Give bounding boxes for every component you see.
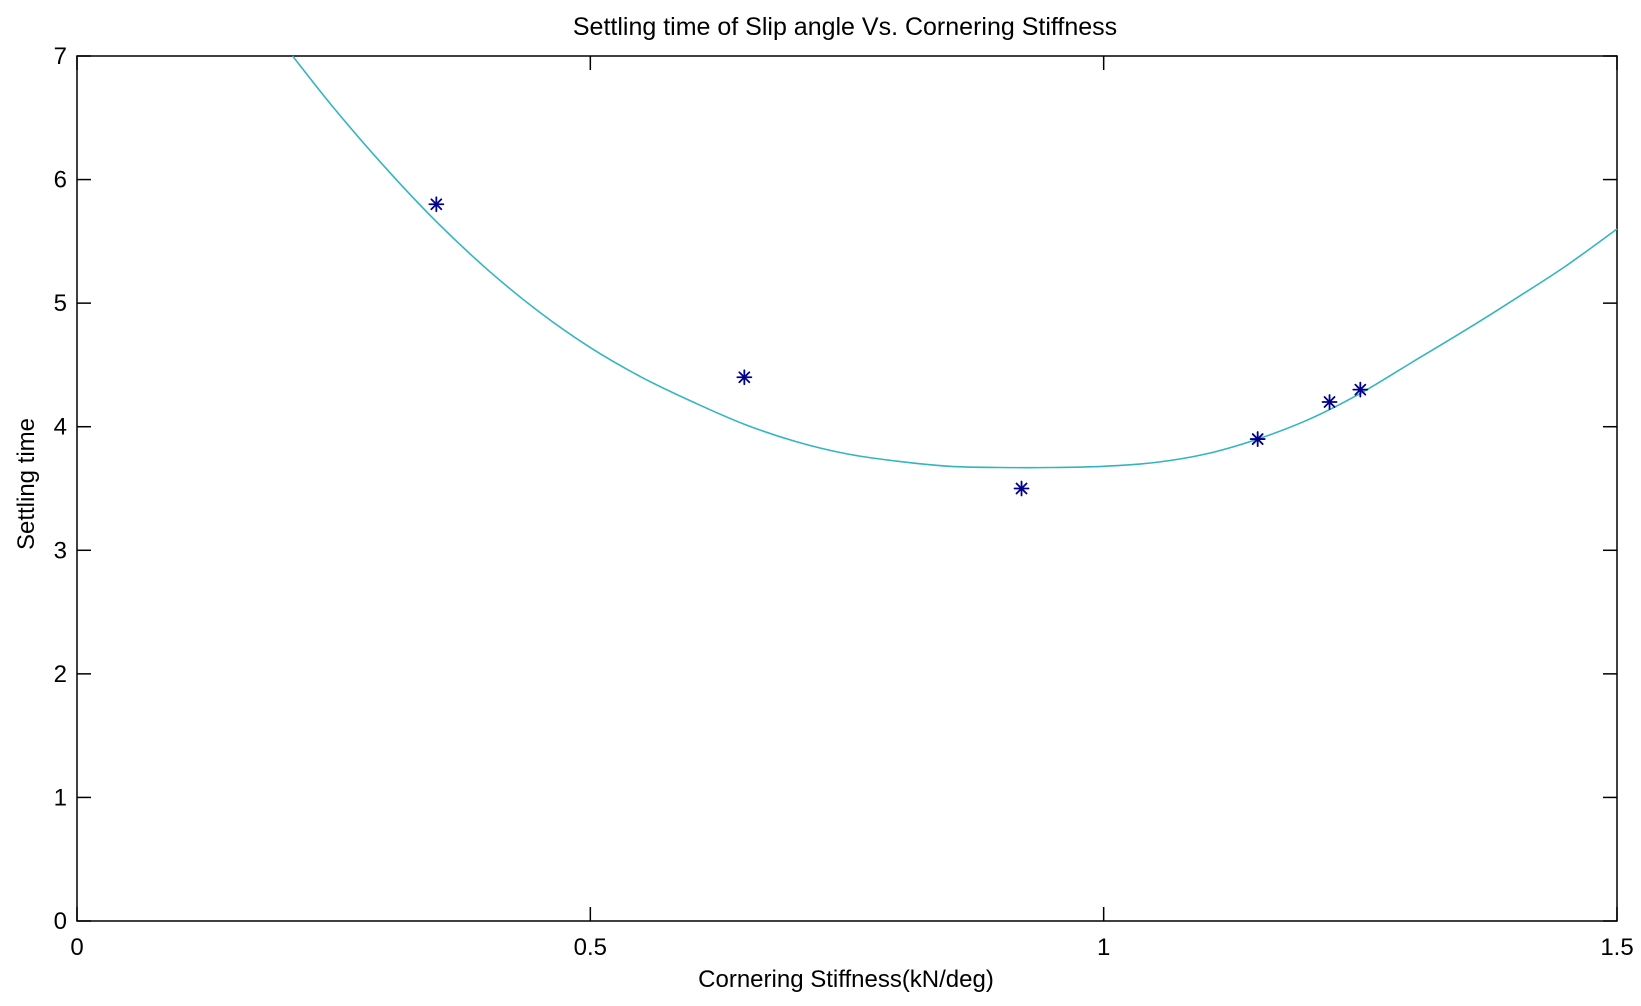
marker-stroke [1323, 396, 1336, 408]
y-tick-label: 5 [54, 290, 67, 317]
series-layer [291, 55, 1618, 497]
marker-stroke [1251, 433, 1264, 445]
fit-curve-line [291, 55, 1618, 469]
x-tick-label: 0 [70, 934, 83, 961]
data-point-marker [1352, 381, 1369, 398]
y-tick-label: 1 [54, 784, 67, 811]
axes-layer: 0 0.5 1 1.5 0 1 2 3 4 5 6 7 [54, 43, 1634, 961]
marker-stroke [738, 371, 751, 384]
y-tick-label: 0 [54, 908, 67, 935]
y-tick-label: 4 [54, 414, 67, 441]
chart-title: Settling time of Slip angle Vs. Cornerin… [573, 13, 1117, 41]
y-tick-label: 3 [54, 537, 67, 564]
marker-stroke [430, 198, 443, 211]
data-point-marker [1013, 480, 1030, 497]
x-tick-label: 1 [1097, 934, 1110, 961]
x-tick-label: 1.5 [1600, 934, 1633, 961]
data-point-marker [428, 196, 445, 213]
marker-stroke [1354, 383, 1367, 396]
data-point-marker [1249, 431, 1266, 447]
data-point-marker [1321, 394, 1338, 410]
x-axis-label: Cornering Stiffness(kN/deg) [698, 966, 994, 993]
plot-area-frame [76, 55, 1618, 922]
y-tick-label: 6 [54, 167, 67, 194]
x-tick-label: 0.5 [574, 934, 607, 961]
y-tick-label: 2 [54, 661, 67, 688]
y-axis-label: Settling time [13, 418, 40, 550]
marker-stroke [1015, 482, 1028, 495]
data-point-marker [736, 369, 753, 386]
y-tick-label: 7 [54, 43, 67, 70]
